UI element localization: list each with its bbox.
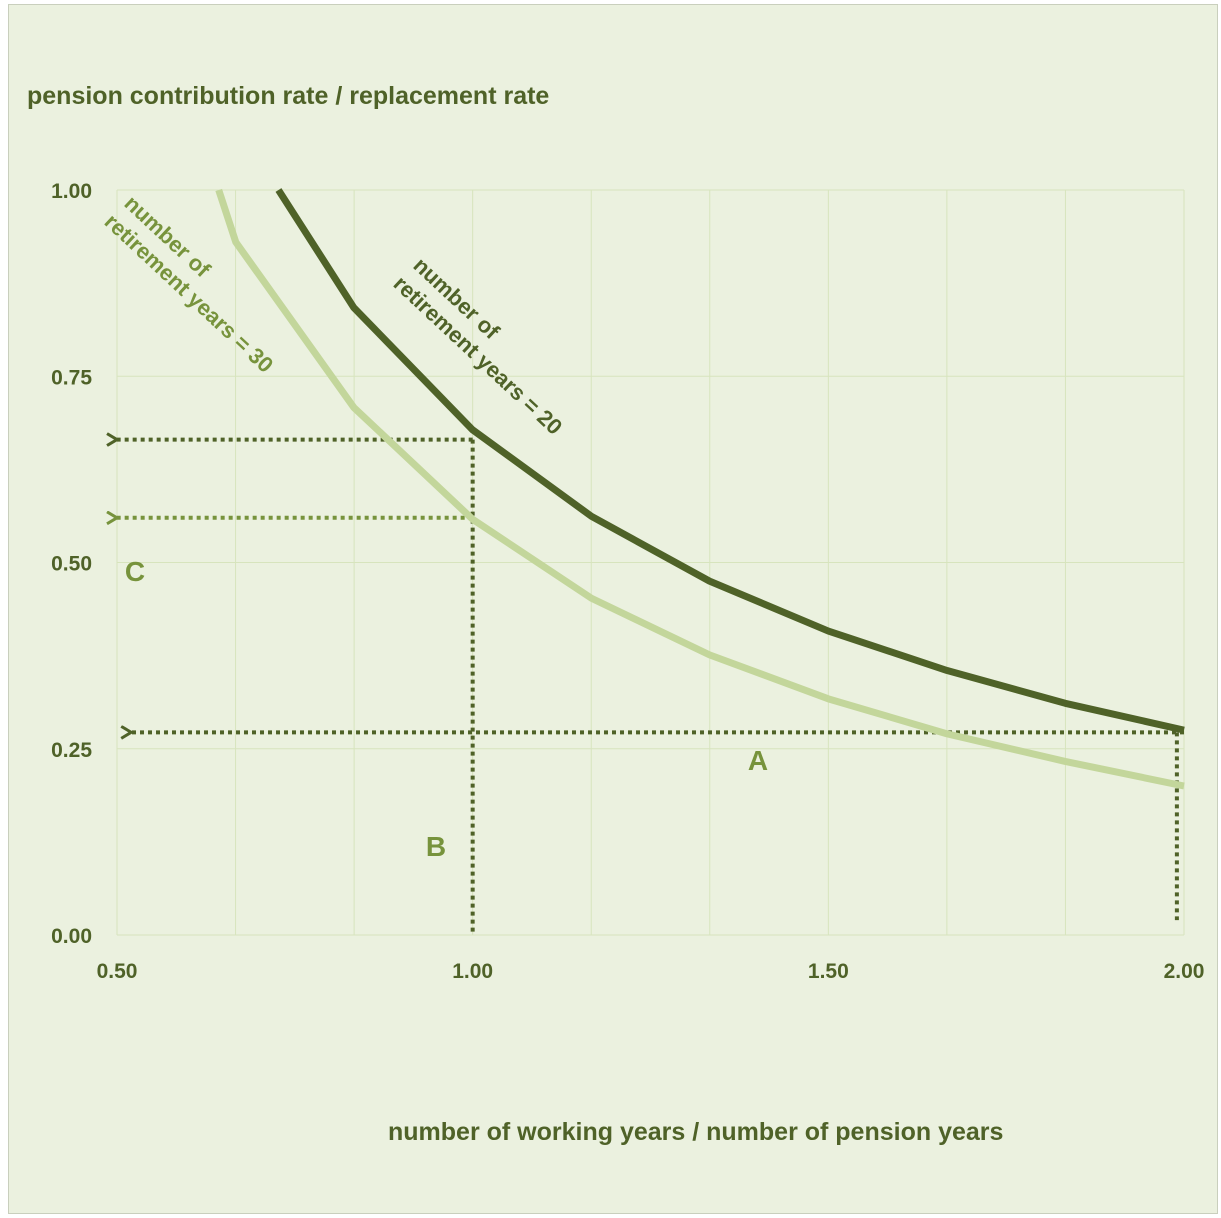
annotation-a: A [748,745,768,776]
gridlines [116,189,1185,936]
tick-labels: 0.00 0.25 0.50 0.75 1.00 0.50 1.00 1.50 2.00 [51,180,1204,983]
series-lines [215,188,1185,790]
series-line-20 [275,188,1185,734]
svg-text:retirement years = 30: retirement years = 30 [100,209,279,378]
annotation-b: B [426,831,446,862]
x-tick-label: 1.00 [452,960,493,983]
series-label-20: number of retirement years = 20 [389,252,568,440]
annotation-c: C [125,556,145,587]
guide-lines [117,440,1184,935]
x-tick-label: 0.50 [97,960,138,983]
y-tick-label: 0.75 [51,366,92,389]
y-tick-label: 0.25 [51,739,92,762]
x-tick-label: 2.00 [1164,960,1205,983]
y-tick-label: 0.00 [51,925,92,948]
y-tick-label: 1.00 [51,180,92,203]
y-tick-label: 0.50 [51,553,92,576]
x-axis-label: number of working years / number of pens… [388,1118,1003,1146]
x-tick-label: 1.50 [808,960,849,983]
svg-text:retirement years = 20: retirement years = 20 [389,271,568,440]
series-line-30 [215,188,1185,790]
y-axis-label: pension contribution rate / replacement … [27,82,549,110]
